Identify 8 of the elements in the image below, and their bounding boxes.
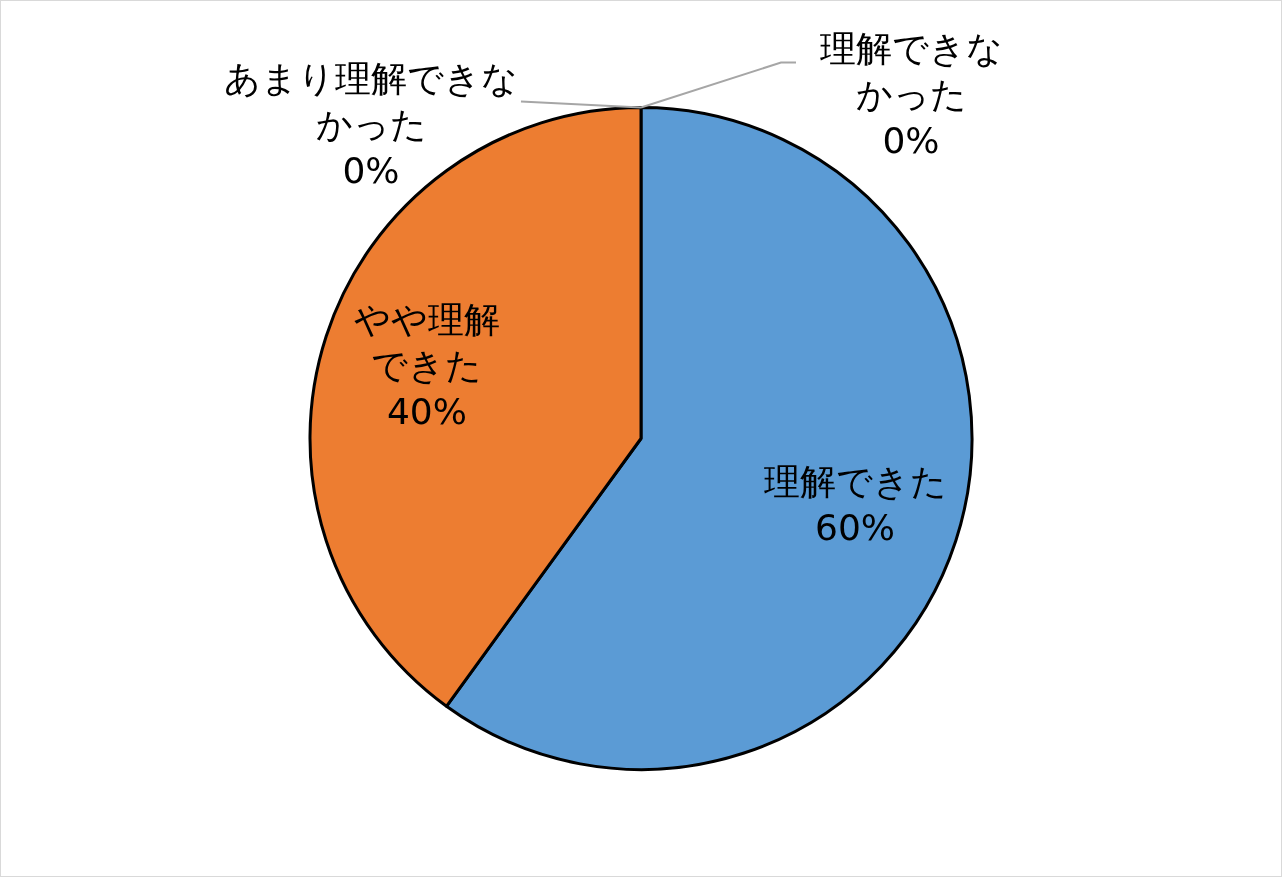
text: 0% [882, 119, 940, 161]
category-label: あまり理解できなかった [224, 57, 518, 145]
text: 0% [342, 149, 400, 191]
data-label: 60% [815, 507, 896, 549]
legend-label: 理解できなかった [819, 27, 1003, 115]
slice-label: 理解できた [763, 461, 947, 503]
data-label: 40% [386, 391, 467, 433]
slice-label: やや理解できた [353, 299, 500, 387]
